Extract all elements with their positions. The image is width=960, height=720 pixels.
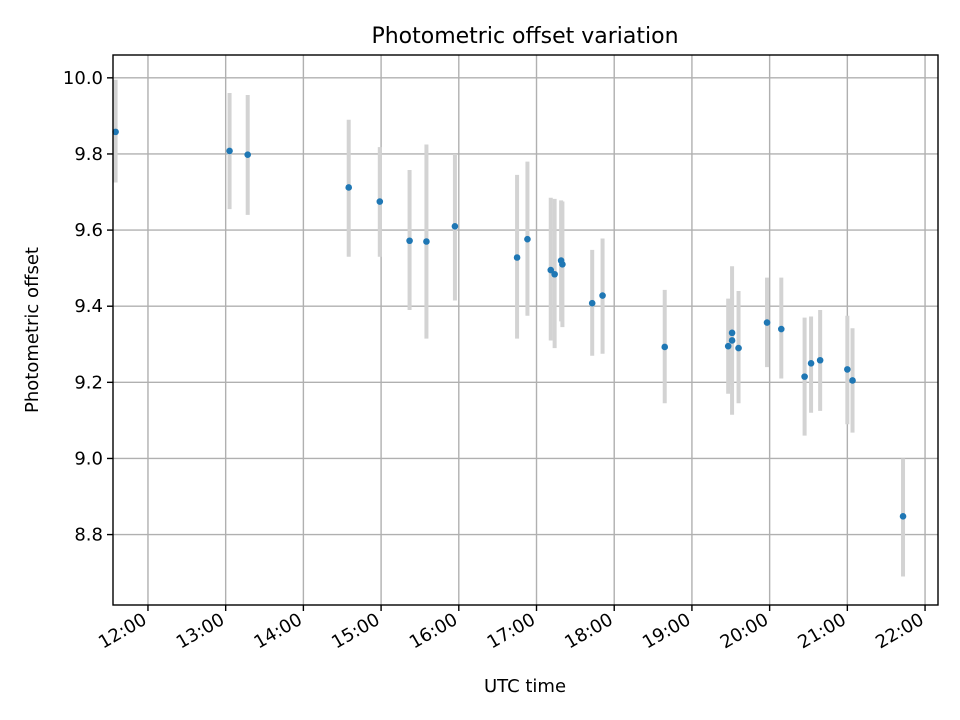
- data-point: [777, 325, 785, 333]
- y-tick-label: 8.8: [74, 525, 103, 546]
- y-axis-label: Photometric offset: [22, 247, 43, 413]
- data-point: [763, 319, 771, 326]
- y-tick-label: 9.4: [74, 296, 103, 317]
- data-point: [728, 337, 736, 344]
- chart-title: Photometric offset variation: [371, 24, 678, 49]
- data-point: [244, 151, 251, 159]
- grid: [113, 55, 938, 605]
- data-point: [728, 329, 736, 337]
- data-point: [112, 128, 119, 136]
- data-point: [816, 356, 824, 364]
- data-point: [801, 373, 808, 380]
- data-point: [226, 147, 233, 155]
- data-point: [345, 184, 353, 191]
- data-point: [599, 292, 606, 299]
- data-points: [112, 128, 907, 520]
- y-tick-label: 9.0: [74, 448, 103, 469]
- data-point: [547, 266, 555, 274]
- data-point: [524, 235, 531, 243]
- data-point: [807, 360, 815, 367]
- data-point: [588, 299, 596, 307]
- data-point: [423, 238, 430, 245]
- data-point: [661, 343, 669, 351]
- data-point: [406, 237, 413, 245]
- data-point: [376, 198, 384, 205]
- data-point: [735, 344, 742, 352]
- x-axis-label: UTC time: [484, 676, 566, 697]
- y-tick-label: 9.6: [74, 220, 103, 241]
- y-tick-label: 10.0: [63, 68, 103, 89]
- y-tick-label: 9.8: [74, 144, 103, 165]
- data-point: [899, 513, 907, 520]
- data-point: [559, 261, 566, 268]
- data-point: [513, 254, 521, 261]
- data-point: [551, 270, 558, 278]
- plot-frame: [112, 54, 939, 606]
- data-point: [844, 366, 851, 373]
- data-point: [849, 377, 856, 384]
- data-point: [451, 222, 459, 230]
- data-point: [724, 342, 732, 350]
- y-tick-label: 9.2: [74, 372, 103, 393]
